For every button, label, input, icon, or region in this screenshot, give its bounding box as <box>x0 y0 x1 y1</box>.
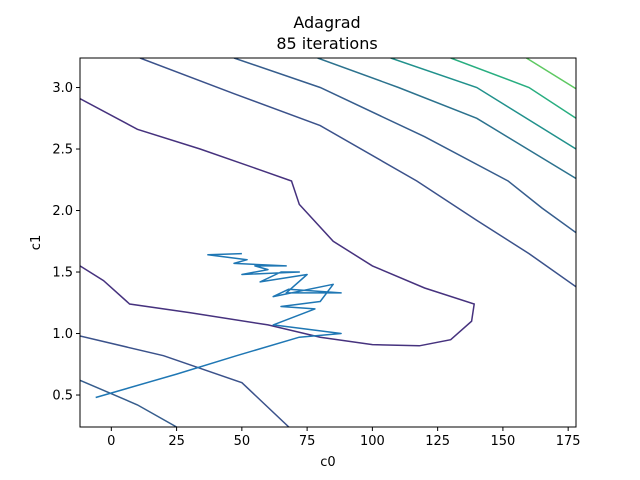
contour-line-1 <box>80 97 476 347</box>
x-tick-label: 50 <box>234 434 251 449</box>
optimizer-path <box>95 252 342 399</box>
contour-line-6 <box>317 58 576 180</box>
y-tick-label: 2.0 <box>52 204 73 219</box>
x-axis: 0 25 50 75 100 125 150 175 <box>107 427 581 449</box>
axes-frame <box>79 57 577 428</box>
contour-line-4 <box>80 379 177 427</box>
x-tick-label: 0 <box>107 434 115 449</box>
chart-subtitle: 85 iterations <box>276 34 377 53</box>
chart-title: Adagrad <box>293 13 360 32</box>
plot-area <box>80 58 576 427</box>
contour-line-2 <box>80 335 290 427</box>
contour-line-7 <box>390 58 576 150</box>
y-tick-label: 3.0 <box>52 81 73 96</box>
x-tick-label: 100 <box>360 434 385 449</box>
contour-line-5 <box>233 58 576 234</box>
y-axis-label: c1 <box>29 235 44 250</box>
y-tick-label: 1.0 <box>52 327 73 342</box>
y-tick-label: 1.5 <box>52 266 73 281</box>
contour-line-3 <box>139 58 576 288</box>
x-tick-label: 125 <box>425 434 450 449</box>
x-tick-label: 25 <box>168 434 185 449</box>
contour-line-8 <box>450 58 576 119</box>
x-tick-label: 150 <box>490 434 515 449</box>
x-axis-label: c0 <box>320 455 335 470</box>
x-tick-label: 75 <box>299 434 316 449</box>
contour-line-9 <box>526 58 576 90</box>
y-axis: 0.5 1.0 1.5 2.0 2.5 3.0 <box>52 81 80 404</box>
x-tick-label: 175 <box>556 434 581 449</box>
y-tick-label: 0.5 <box>52 389 73 404</box>
y-tick-label: 2.5 <box>52 143 73 158</box>
